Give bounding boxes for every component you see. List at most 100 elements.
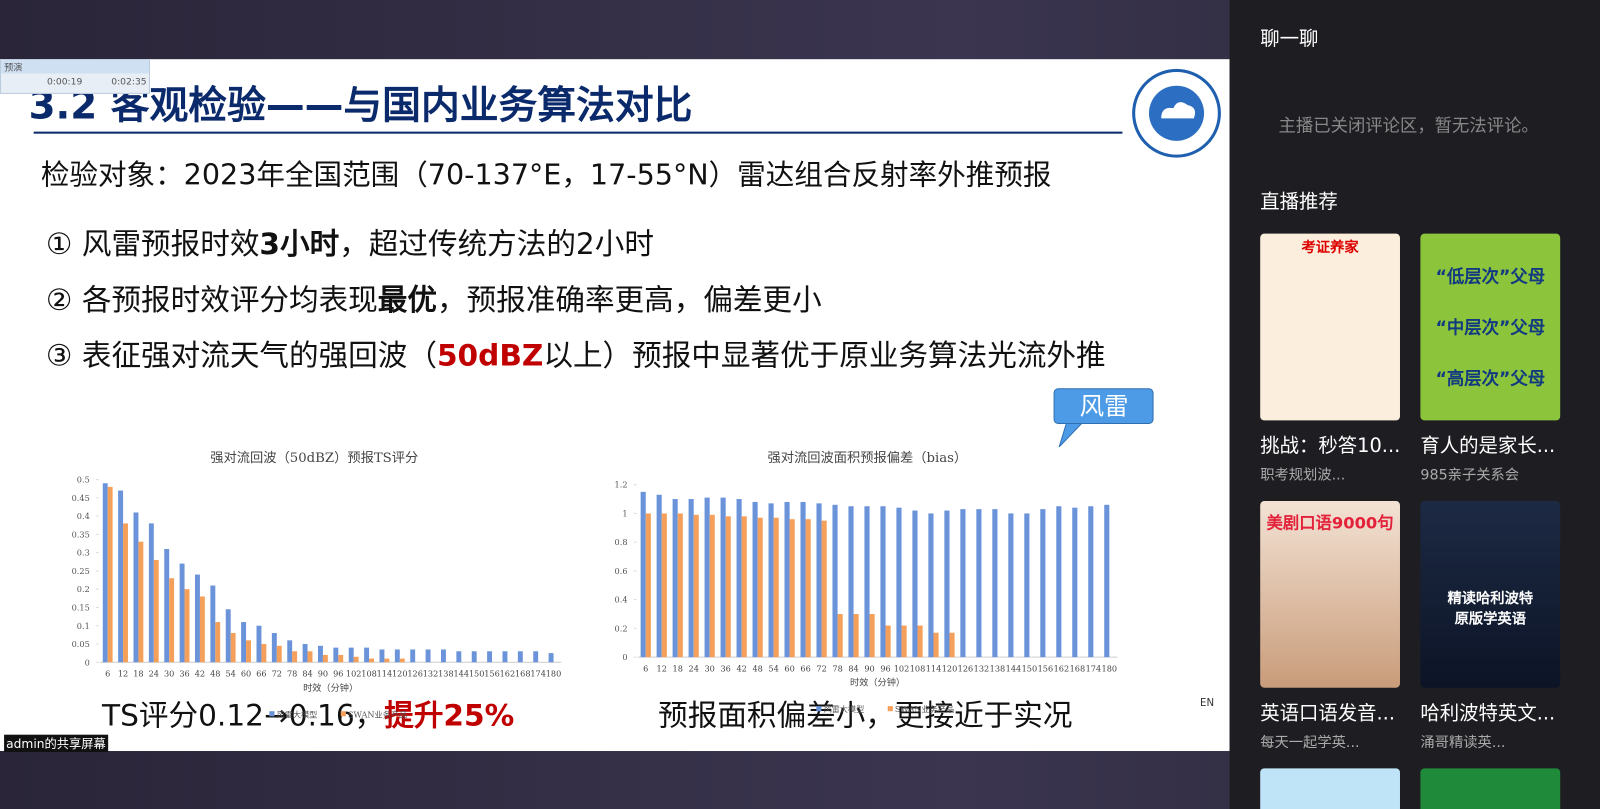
thumbnail-partial[interactable] [1420,768,1561,809]
bar [800,501,806,658]
bar [944,510,950,658]
bar [379,649,385,663]
x-tick-label: 114 [377,669,393,679]
rec-card[interactable]: 考证养家 挑战：秒答10... 职考规划波... [1260,233,1401,485]
rec-card[interactable]: 美剧口语9000句 英语口语发音... 每天一起学英... [1260,501,1400,752]
x-tick-label: 36 [720,663,730,673]
x-tick-label: 12 [118,669,128,679]
card-title: 育人的是家长... [1420,434,1556,458]
bar [138,541,144,663]
rec-card[interactable]: 精读哈利波特原版学英语 哈利波特英文... 涌哥精读英... [1420,501,1561,752]
bar [917,625,923,658]
x-tick-label: 102 [346,669,362,679]
x-tick-label: 132 [423,669,439,679]
marker: ② [45,282,73,318]
bar [656,494,662,658]
bar [1056,506,1062,658]
y-tick-label: 0.45 [72,493,90,503]
bar [179,563,185,663]
bar [768,503,774,658]
y-tick-label: 1 [622,508,627,518]
x-tick-label: 144 [1006,663,1022,673]
y-tick-label: 0 [622,652,627,662]
lang: EN [1199,697,1215,710]
bar [837,614,843,658]
card-title: 挑战：秒答10... [1260,434,1401,458]
bar [199,596,205,663]
bar [440,649,446,663]
bar [928,513,934,658]
bar [348,647,354,663]
card-title: 英语口语发音... [1260,702,1396,725]
bar [709,514,715,658]
bar [307,651,313,663]
bar [548,653,554,663]
bar [318,645,323,663]
bar [773,517,779,658]
summary: TS评分0.12→0.16，提升25% [102,692,514,735]
y-tick-label: 0.4 [77,511,90,521]
rec-card[interactable]: “低层次”父母 “中层次”父母 “高层次”父母 育人的是家长... 985亲子关系会 [1420,233,1561,485]
summary: 预报面积偏差小，更接近于实况 [658,697,1073,733]
bar [736,499,742,658]
bar [369,658,374,663]
x-tick-label: 90 [318,669,328,679]
sidebar: 聊一聊 主播已关闭评论区，暂无法评论。 直播推荐 考证养家 挑战：秒答10... 职… [1229,0,1600,809]
bar [215,622,221,663]
y-tick-label: 0.5 [77,475,90,485]
bar [292,651,298,663]
x-tick-label: 168 [1070,663,1086,673]
x-tick-label: 180 [546,669,562,679]
x-tick-label: 168 [515,669,531,679]
text: 风雷预报时效 [81,226,260,262]
x-tick-label: 78 [832,663,842,673]
x-tick-label: 162 [1054,663,1070,673]
x-tick-label: 114 [926,663,942,673]
bar [725,516,731,658]
bar [704,497,710,658]
bar [992,509,998,658]
bar [195,574,200,663]
callout: 风雷 [1053,388,1154,448]
bar [672,499,678,658]
x-tick-label: 60 [784,663,794,673]
y-tick-label: 0.2 [77,584,90,594]
chat-notice: 主播已关闭评论区，暂无法评论。 [1278,116,1539,137]
bar [1104,504,1110,658]
bar [487,651,493,663]
bar [933,632,939,658]
x-axis-label: 时效（分钟） [850,677,905,689]
text: 各预报时效评分均表现 [81,282,378,318]
bar [169,578,175,663]
point: ① 风雷预报时效3小时，超过传统方法的2小时 [46,220,654,263]
bar [118,490,124,663]
bar [693,514,699,658]
y-tick-label: 0.15 [72,603,90,613]
bar [832,504,838,658]
bar [960,509,966,658]
chart-title: 强对流回波（50dBZ）预报TS评分 [210,450,418,466]
text: TS评分0.12→0.16， [102,697,385,733]
x-tick-label: 42 [195,669,205,679]
bar [261,643,267,663]
bar [821,520,827,658]
bar [880,506,886,658]
x-tick-label: 6 [105,669,110,679]
bar [869,614,875,658]
y-tick-label: 0.3 [77,548,90,558]
y-tick-label: 0.8 [615,537,628,547]
thumbnail-partial[interactable] [1260,768,1400,809]
x-tick-label: 120 [942,663,958,673]
bar [384,658,390,663]
bar [901,625,907,658]
y-tick-label: 0 [85,657,90,667]
bar [456,651,462,663]
x-tick-label: 102 [894,663,910,673]
bar [276,645,282,663]
bar [688,499,694,658]
y-tick-label: 0.25 [72,566,90,576]
x-tick-label: 66 [800,663,810,673]
player-overlay[interactable]: 预演 0:00:19 0:02:35 [0,59,150,94]
marker: ③ [45,337,73,373]
x-tick-label: 96 [880,663,890,673]
